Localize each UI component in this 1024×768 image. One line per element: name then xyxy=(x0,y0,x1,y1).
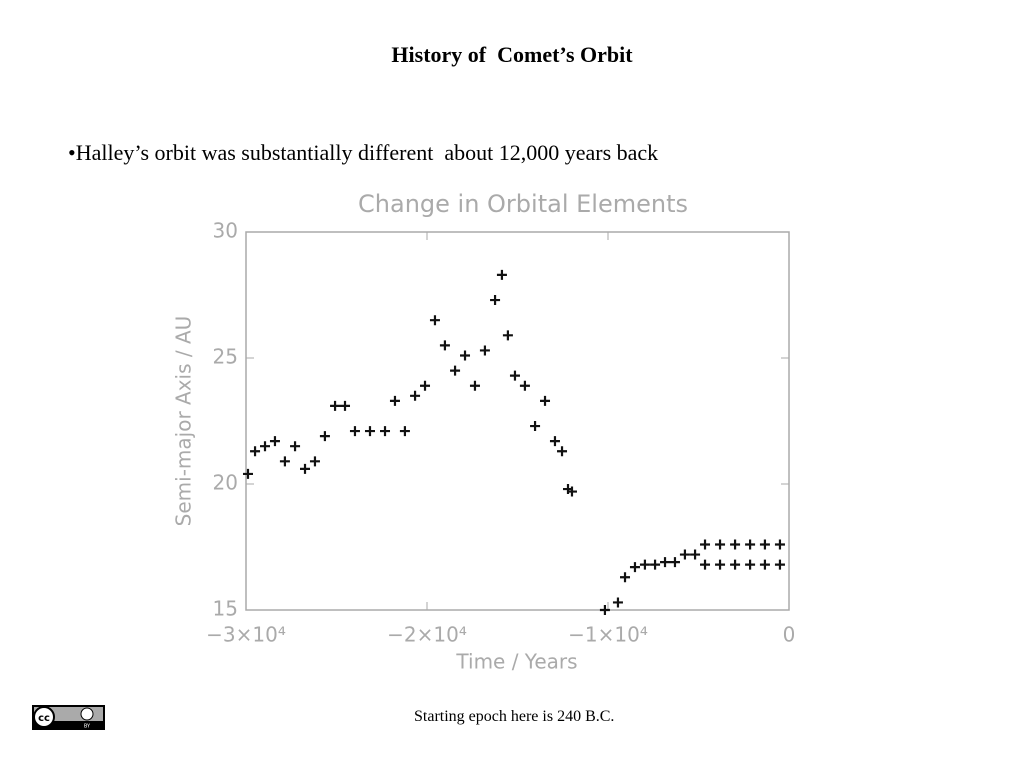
by-circle xyxy=(80,707,94,721)
point xyxy=(490,295,501,306)
x-axis-label: Time / Years xyxy=(455,650,577,674)
point xyxy=(730,539,741,550)
point xyxy=(557,446,568,457)
slide-title: History of Comet’s Orbit xyxy=(391,42,633,67)
point xyxy=(399,426,410,437)
point xyxy=(650,559,661,570)
point xyxy=(269,436,280,447)
point xyxy=(745,539,756,550)
point xyxy=(700,539,711,550)
x-tick-label: −2×10⁴ xyxy=(387,623,467,647)
point xyxy=(540,395,551,406)
chart-title: Change in Orbital Elements xyxy=(358,190,688,218)
point xyxy=(429,315,440,326)
point xyxy=(469,380,480,391)
point xyxy=(502,330,513,341)
cc-text: cc xyxy=(38,713,50,724)
point xyxy=(774,559,785,570)
point xyxy=(319,431,330,442)
point xyxy=(759,559,770,570)
point xyxy=(450,365,461,376)
point xyxy=(420,380,431,391)
point xyxy=(309,456,320,467)
point xyxy=(300,463,311,474)
point xyxy=(679,549,690,560)
x-tick-label: −3×10⁴ xyxy=(206,623,286,647)
point xyxy=(599,605,610,615)
point xyxy=(700,559,711,570)
by-text: BY xyxy=(84,724,91,730)
footer-text: Starting epoch here is 240 B.C. xyxy=(414,708,615,725)
point xyxy=(715,539,726,550)
point xyxy=(612,597,623,608)
x-tick-label: −1×10⁴ xyxy=(568,623,648,647)
point xyxy=(479,345,490,356)
point xyxy=(620,572,631,583)
point xyxy=(410,390,421,401)
point xyxy=(774,539,785,550)
license-badge: cc BY xyxy=(32,705,105,730)
point xyxy=(496,269,507,280)
y-tick-label: 25 xyxy=(213,345,238,369)
point xyxy=(349,426,360,437)
point xyxy=(290,441,301,452)
point xyxy=(669,557,680,568)
point xyxy=(660,557,671,568)
point xyxy=(439,340,450,351)
point xyxy=(380,426,391,437)
point xyxy=(242,468,253,479)
point xyxy=(250,446,261,457)
cc-circle xyxy=(33,706,55,728)
point xyxy=(260,441,271,452)
point xyxy=(340,400,351,411)
point xyxy=(460,350,471,361)
y-tick-label: 15 xyxy=(213,597,238,621)
point xyxy=(639,559,650,570)
point xyxy=(730,559,741,570)
bullet-text: •Halley’s orbit was substantially differ… xyxy=(68,140,659,165)
y-tick-label: 30 xyxy=(213,219,238,243)
point xyxy=(715,559,726,570)
y-axis-label: Semi-major Axis / AU xyxy=(172,316,196,527)
point xyxy=(279,456,290,467)
point xyxy=(549,436,560,447)
plot-frame xyxy=(245,231,790,611)
point xyxy=(759,539,770,550)
point xyxy=(364,426,375,437)
point xyxy=(519,380,530,391)
y-tick-label: 20 xyxy=(213,471,238,495)
point xyxy=(566,486,577,497)
point xyxy=(389,395,400,406)
point xyxy=(745,559,756,570)
point xyxy=(509,370,520,381)
x-tick-label: 0 xyxy=(783,623,796,647)
point xyxy=(690,549,701,560)
point xyxy=(530,421,541,432)
point xyxy=(629,562,640,573)
point xyxy=(330,400,341,411)
